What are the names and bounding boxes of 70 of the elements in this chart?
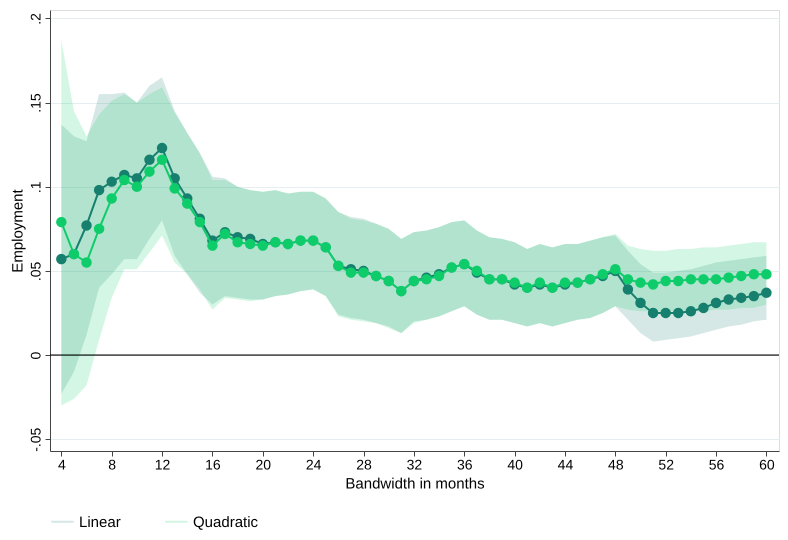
point (635, 277, 646, 288)
point (748, 290, 760, 302)
point (736, 270, 746, 282)
point (736, 292, 746, 304)
point (673, 308, 684, 318)
x-tick-label: 24 (306, 456, 322, 472)
x-tick-label: 60 (759, 456, 775, 472)
point (660, 276, 671, 286)
point (156, 154, 168, 166)
point (635, 298, 646, 308)
legend-label: Linear (79, 514, 121, 531)
point (710, 298, 722, 308)
point (698, 274, 709, 285)
legend-label: Quadratic (193, 514, 259, 531)
x-tick-label: 56 (708, 456, 725, 472)
point (81, 220, 92, 231)
y-tick-label: -.05 (28, 427, 44, 452)
point (144, 166, 155, 177)
x-axis-title: Bandwidth in months (345, 476, 485, 492)
y-tick-label: .2 (28, 12, 44, 25)
point (648, 279, 658, 290)
y-tick-label: .05 (28, 261, 44, 282)
x-tick-label: 28 (356, 456, 372, 472)
point (244, 238, 256, 250)
point (56, 254, 67, 264)
y-tick-label: .1 (28, 181, 44, 194)
y-axis-title: Employment (10, 188, 26, 273)
point (119, 174, 130, 186)
point (710, 274, 722, 285)
y-tick-label: .15 (28, 93, 44, 113)
point (207, 240, 218, 251)
x-tick-label: 20 (255, 456, 272, 472)
point (182, 198, 192, 209)
x-tick-label: 4 (58, 456, 66, 472)
point (346, 267, 356, 278)
point (761, 288, 772, 298)
point (94, 224, 104, 234)
point (698, 302, 709, 314)
x-tick-label: 12 (154, 456, 171, 472)
point (106, 176, 117, 187)
point (686, 274, 696, 285)
point (194, 216, 206, 228)
point (686, 306, 696, 317)
x-tick-label: 52 (658, 456, 674, 472)
x-tick-label: 32 (406, 456, 422, 472)
point (723, 272, 734, 283)
point (622, 284, 634, 295)
point (106, 193, 117, 204)
point (748, 269, 760, 280)
x-tick-label: 40 (507, 456, 524, 472)
point (144, 154, 155, 166)
x-tick-label: 44 (558, 456, 574, 472)
point (132, 182, 142, 192)
y-tick-label: 0 (28, 351, 44, 360)
x-tick-label: 16 (205, 456, 221, 472)
point (761, 269, 772, 280)
point (232, 237, 243, 248)
x-tick-label: 8 (108, 456, 116, 472)
point (81, 257, 92, 268)
x-tick-label: 36 (456, 456, 473, 472)
point (723, 294, 734, 305)
point (56, 216, 67, 228)
point (660, 308, 671, 318)
point (648, 308, 658, 318)
x-tick-label: 48 (608, 456, 624, 472)
point (169, 183, 180, 194)
point (94, 184, 104, 196)
point (673, 276, 684, 286)
point (156, 142, 168, 154)
point (622, 274, 634, 285)
